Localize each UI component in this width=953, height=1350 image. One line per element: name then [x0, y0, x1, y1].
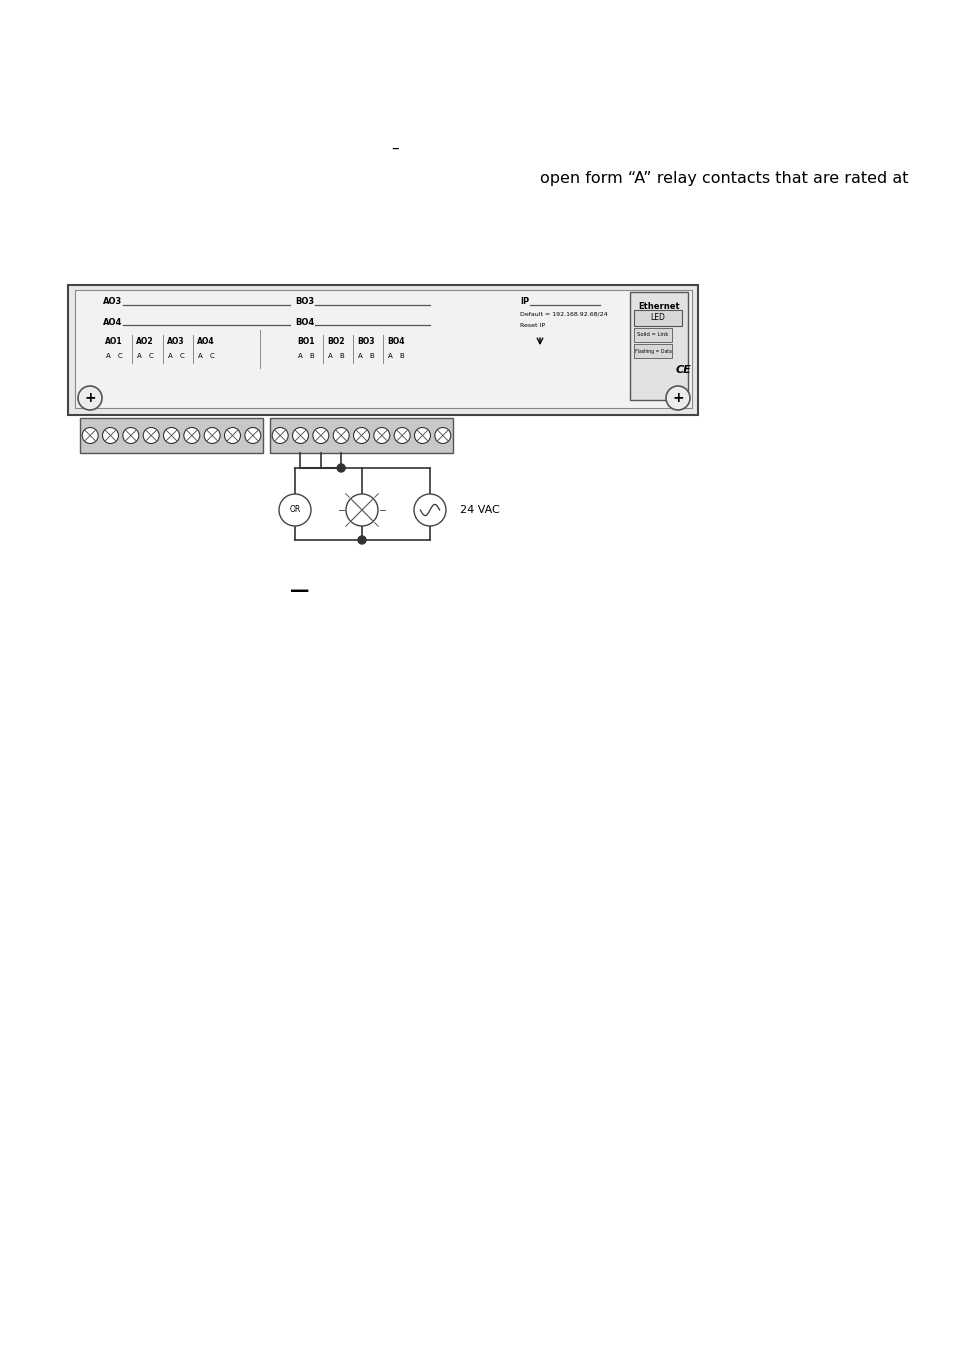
Text: AO4: AO4	[197, 338, 214, 346]
Circle shape	[354, 428, 369, 444]
Circle shape	[78, 386, 102, 410]
Text: 24 VAC: 24 VAC	[459, 505, 499, 514]
Text: Solid = Link: Solid = Link	[637, 332, 668, 338]
Text: A: A	[197, 352, 202, 359]
Text: IP: IP	[519, 297, 529, 306]
Circle shape	[665, 386, 689, 410]
Text: OR: OR	[289, 505, 300, 514]
Circle shape	[313, 428, 329, 444]
Text: Reset IP: Reset IP	[519, 323, 544, 328]
Text: AO3: AO3	[103, 297, 122, 306]
Text: –: –	[391, 140, 398, 155]
Text: A: A	[357, 352, 362, 359]
Bar	[270, 418, 453, 454]
Text: B: B	[310, 352, 314, 359]
Bar	[75, 290, 691, 408]
Text: BO3: BO3	[356, 338, 375, 346]
Circle shape	[102, 428, 118, 444]
Bar	[634, 310, 681, 325]
Text: A: A	[168, 352, 172, 359]
Circle shape	[333, 428, 349, 444]
Text: C: C	[149, 352, 153, 359]
Text: B: B	[369, 352, 374, 359]
Bar	[629, 292, 687, 400]
Circle shape	[346, 494, 377, 526]
Bar	[634, 344, 671, 358]
Text: C: C	[179, 352, 184, 359]
Text: B: B	[339, 352, 344, 359]
Text: C: C	[117, 352, 122, 359]
Circle shape	[374, 428, 390, 444]
Text: Default = 192.168.92.68/24: Default = 192.168.92.68/24	[519, 312, 607, 317]
Text: +: +	[672, 392, 683, 405]
Text: B: B	[399, 352, 404, 359]
Circle shape	[293, 428, 308, 444]
Text: AO3: AO3	[167, 338, 185, 346]
Circle shape	[224, 428, 240, 444]
Circle shape	[336, 464, 345, 472]
Text: Flashing = Data: Flashing = Data	[634, 348, 671, 354]
Circle shape	[357, 536, 366, 544]
Text: BO3: BO3	[294, 297, 314, 306]
Circle shape	[394, 428, 410, 444]
Circle shape	[163, 428, 179, 444]
Bar	[80, 418, 263, 454]
Text: CE: CE	[675, 364, 690, 375]
Text: A: A	[297, 352, 302, 359]
Circle shape	[245, 428, 260, 444]
Text: AO4: AO4	[103, 319, 122, 327]
Circle shape	[435, 428, 451, 444]
Text: A: A	[136, 352, 141, 359]
Text: BO4: BO4	[294, 319, 314, 327]
Text: A: A	[387, 352, 392, 359]
Text: A: A	[327, 352, 332, 359]
Text: C: C	[210, 352, 214, 359]
Text: open form “A” relay contacts that are rated at: open form “A” relay contacts that are ra…	[539, 170, 907, 185]
Circle shape	[82, 428, 98, 444]
Text: BO2: BO2	[327, 338, 344, 346]
Circle shape	[414, 428, 430, 444]
Text: —: —	[290, 580, 310, 599]
Bar	[634, 328, 671, 342]
Text: LED: LED	[650, 313, 665, 323]
Text: AO1: AO1	[105, 338, 123, 346]
Bar	[68, 285, 698, 414]
Circle shape	[272, 428, 288, 444]
Text: AO2: AO2	[136, 338, 153, 346]
Circle shape	[184, 428, 199, 444]
Circle shape	[123, 428, 139, 444]
Circle shape	[143, 428, 159, 444]
Text: A: A	[106, 352, 111, 359]
Circle shape	[414, 494, 446, 526]
Text: BO1: BO1	[297, 338, 314, 346]
Circle shape	[204, 428, 220, 444]
Circle shape	[278, 494, 311, 526]
Text: Ethernet: Ethernet	[638, 302, 679, 311]
Text: BO4: BO4	[387, 338, 404, 346]
Text: +: +	[84, 392, 95, 405]
